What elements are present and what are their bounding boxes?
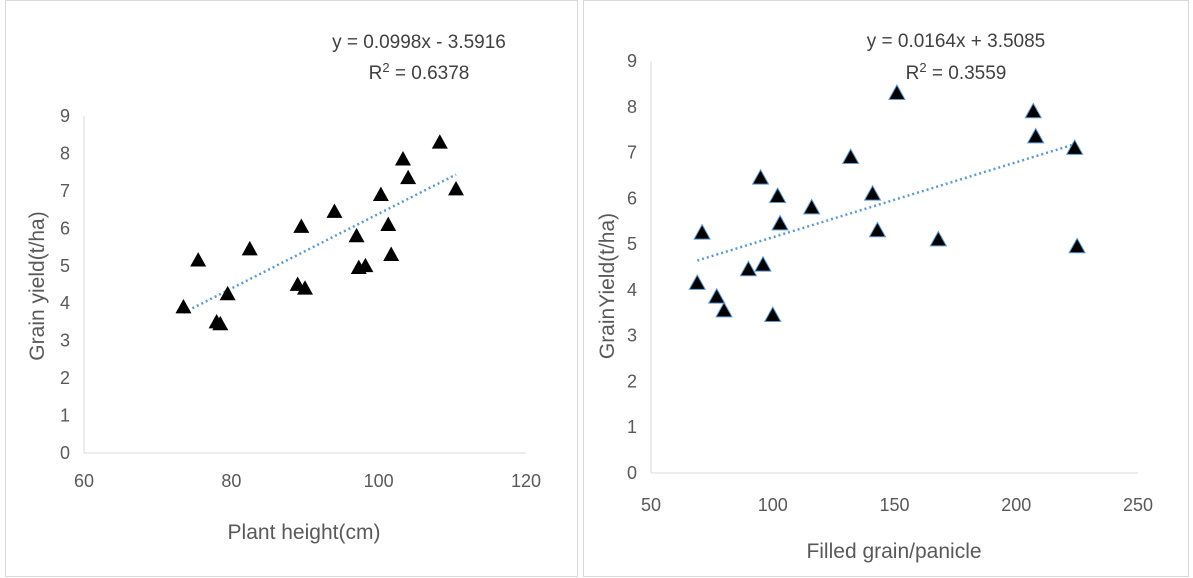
y-tick-label: 8 <box>627 97 637 117</box>
y-tick-label: 0 <box>627 463 637 483</box>
data-point-triangle <box>400 169 417 185</box>
data-point-triangle <box>190 252 207 267</box>
data-point-triangle <box>383 246 400 261</box>
data-point-triangle <box>241 240 258 256</box>
x-tick-label: 100 <box>758 495 788 515</box>
x-axis-title: Filled grain/panicle <box>806 540 981 563</box>
y-tick-label: 7 <box>627 143 637 163</box>
data-point-triangle <box>1024 102 1043 119</box>
x-tick-label: 50 <box>641 495 661 515</box>
scatter-chart-filled-grain: 0 1 2 3 4 5 6 7 8 9 50 100 150 200 250 y = 0.0164x + 3.… <box>596 31 1153 563</box>
x-tick-label: 200 <box>1001 495 1031 515</box>
data-point-triangle <box>394 151 411 166</box>
trendline <box>696 143 1076 262</box>
data-point-triangle <box>1026 127 1045 144</box>
y-tick-label: 5 <box>627 234 637 254</box>
data-point-triangle <box>868 221 887 238</box>
data-point-triangle <box>693 223 711 240</box>
data-point-triangle <box>380 216 397 231</box>
y-tick-label: 6 <box>60 218 70 238</box>
y-tick-label: 9 <box>627 51 637 71</box>
data-point-triangle <box>707 287 726 304</box>
data-point-triangle <box>768 187 787 203</box>
data-point-triangle <box>212 315 229 331</box>
y-tick-label: 1 <box>627 417 637 437</box>
data-point-triangle <box>763 306 782 322</box>
data-point-triangle <box>348 227 365 243</box>
y-tick-label: 6 <box>627 188 637 208</box>
data-point-triangle <box>326 203 343 218</box>
y-axis-title: GrainYield(t/ha) <box>596 213 619 359</box>
data-point-triangle <box>739 260 758 277</box>
data-point-triangle <box>448 181 465 196</box>
x-tick-label: 100 <box>364 471 394 491</box>
y-tick-label: 3 <box>60 331 70 351</box>
data-point-triangle <box>841 148 860 165</box>
y-axis-title: Grain yield(t/ha) <box>26 211 49 360</box>
y-tick-label: 7 <box>60 181 70 201</box>
data-point-triangle <box>771 214 789 231</box>
y-tick-label: 1 <box>60 406 70 426</box>
y-tick-label: 0 <box>60 443 70 463</box>
x-tick-label: 120 <box>511 471 541 491</box>
x-axis-title: Plant height(cm) <box>228 521 381 544</box>
y-tick-label: 9 <box>60 106 70 126</box>
y-tick-label: 2 <box>627 371 637 391</box>
y-tick-label: 3 <box>627 326 637 346</box>
data-point-triangle <box>715 301 733 318</box>
y-tick-label: 2 <box>60 368 70 388</box>
x-tick-label: 150 <box>879 495 909 515</box>
chart-panel-filled-grain: 0 1 2 3 4 5 6 7 8 9 50 100 150 200 250 y = 0.0164x + 3.… <box>583 0 1189 577</box>
y-tick-label: 4 <box>60 293 70 313</box>
x-tick-label: 250 <box>1123 495 1153 515</box>
trendline-equation: y = 0.0164x + 3.5085 <box>867 31 1046 52</box>
data-point-triangle <box>754 255 772 272</box>
r-squared-label: R2 = 0.3559 <box>906 60 1007 85</box>
data-point-triangle <box>802 198 821 215</box>
chart-panel-plant-height: 0 1 2 3 4 5 6 7 8 9 60 80 100 120 y = 0.0998x - 3.5916… <box>5 0 578 577</box>
data-point-triangle <box>688 273 707 290</box>
data-point-triangle <box>863 184 882 201</box>
trendline-equation: y = 0.0998x - 3.5916 <box>332 32 506 53</box>
data-point-triangle <box>297 280 313 295</box>
data-point-triangle <box>1068 237 1086 254</box>
y-tick-label: 4 <box>627 280 637 300</box>
scatter-chart-plant-height: 0 1 2 3 4 5 6 7 8 9 60 80 100 120 y = 0.0998x - 3.5916… <box>26 32 541 544</box>
data-point-triangle <box>219 285 236 301</box>
data-point-triangle <box>357 257 374 273</box>
data-point-triangle <box>929 230 948 247</box>
x-tick-label: 80 <box>221 471 241 491</box>
data-point-triangle <box>372 186 389 202</box>
data-point-triangle <box>1065 138 1084 155</box>
y-tick-label: 5 <box>60 256 70 276</box>
x-tick-label: 60 <box>74 471 94 491</box>
data-point-triangle <box>751 168 770 185</box>
y-tick-label: 8 <box>60 143 70 163</box>
data-point-triangle <box>175 298 192 314</box>
r-squared-label: R2 = 0.6378 <box>369 60 470 85</box>
data-point-triangle <box>293 218 310 233</box>
data-point-triangle <box>431 134 448 149</box>
data-point-triangle <box>888 84 906 100</box>
